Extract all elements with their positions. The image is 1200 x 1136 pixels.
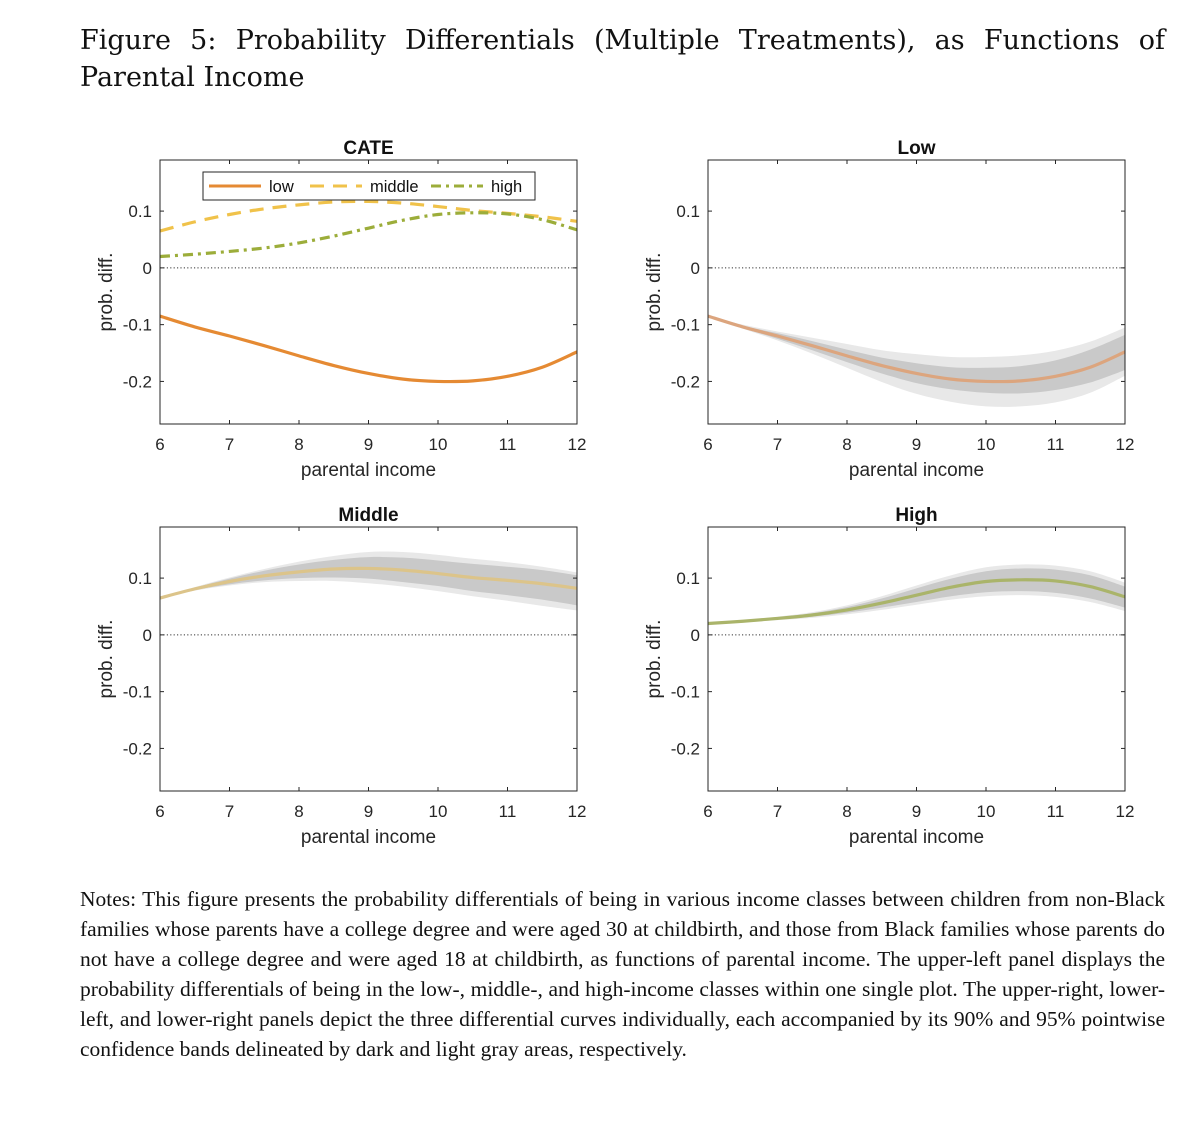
y-tick-label: -0.2 <box>123 739 152 758</box>
x-axis-label: parental income <box>849 460 984 481</box>
y-tick-label: 0.1 <box>128 202 152 221</box>
panel-low: 6 7 8 9 10 11 12 -0.2 -0.1 0 0.1 Low parental income… <box>644 138 1134 481</box>
x-tick-label: 6 <box>155 435 164 454</box>
x-tick-label: 11 <box>499 802 517 821</box>
plot-area <box>160 551 577 636</box>
y-axis-label: prob. diff. <box>96 253 117 332</box>
x-axis-label: parental income <box>849 827 984 848</box>
series-line-middle <box>160 566 577 600</box>
x-tick-label: 9 <box>912 802 921 821</box>
x-tick-label: 11 <box>499 435 517 454</box>
x-tick-label: 11 <box>1047 435 1065 454</box>
y-tick-label: 0 <box>691 259 700 278</box>
legend-label-middle: middle <box>370 178 419 196</box>
x-tick-label: 6 <box>703 435 712 454</box>
legend-label-low: low <box>269 178 294 196</box>
x-tick-label: 10 <box>977 435 996 454</box>
x-tick-label: 7 <box>225 435 234 454</box>
x-tick-label: 8 <box>294 435 303 454</box>
x-tick-label: 8 <box>294 802 303 821</box>
band-90 <box>160 556 577 606</box>
x-tick-label: 7 <box>773 802 782 821</box>
legend: low middle high <box>202 171 536 201</box>
panel-title: High <box>895 505 937 526</box>
y-tick-label: -0.2 <box>671 372 700 391</box>
band-90 <box>708 316 1125 394</box>
x-tick-label: 9 <box>912 435 921 454</box>
y-tick-label: -0.1 <box>123 316 152 335</box>
legend-label-high: high <box>491 178 522 196</box>
plot-area <box>708 564 1125 636</box>
plot-area <box>160 199 577 384</box>
panel-cate: 6 7 8 9 10 11 12 -0.2 -0.1 0 0.1 CATE parental incom… <box>96 138 586 481</box>
series-line-low <box>160 314 577 384</box>
y-tick-label: -0.1 <box>671 316 700 335</box>
panel-high: 6 7 8 9 10 11 12 -0.2 -0.1 0 0.1 High parental incom… <box>644 505 1134 848</box>
x-axis-label: parental income <box>301 827 436 848</box>
panel-middle: 6 7 8 9 10 11 12 -0.2 -0.1 0 0.1 Middle parental inc… <box>96 505 586 848</box>
y-tick-label: 0.1 <box>676 202 700 221</box>
x-tick-label: 8 <box>842 802 851 821</box>
panel-title: Low <box>898 138 936 159</box>
x-tick-label: 12 <box>1116 435 1135 454</box>
y-tick-label: 0 <box>691 626 700 645</box>
y-tick-label: -0.1 <box>123 683 152 702</box>
x-tick-label: 12 <box>568 802 587 821</box>
x-tick-label: 6 <box>155 802 164 821</box>
x-tick-label: 12 <box>1116 802 1135 821</box>
figure-notes: Notes: This figure presents the probabil… <box>80 887 1165 1061</box>
x-tick-label: 7 <box>225 802 234 821</box>
y-tick-label: -0.1 <box>671 683 700 702</box>
y-tick-label: 0.1 <box>676 569 700 588</box>
y-axis-label: prob. diff. <box>96 620 117 699</box>
x-tick-label: 8 <box>842 435 851 454</box>
y-tick-label: 0 <box>143 626 152 645</box>
x-tick-label: 10 <box>429 802 448 821</box>
y-tick-label: 0 <box>143 259 152 278</box>
y-axis-label: prob. diff. <box>644 620 665 699</box>
y-tick-label: -0.2 <box>123 372 152 391</box>
panel-title: Middle <box>338 505 398 526</box>
x-axis-label: parental income <box>301 460 436 481</box>
x-tick-label: 11 <box>1047 802 1065 821</box>
y-tick-label: -0.2 <box>671 739 700 758</box>
series-line-low <box>708 314 1125 384</box>
y-axis-label: prob. diff. <box>644 253 665 332</box>
series-line-high <box>708 578 1125 626</box>
x-tick-label: 10 <box>429 435 448 454</box>
x-tick-label: 9 <box>364 802 373 821</box>
x-tick-label: 12 <box>568 435 587 454</box>
figure-caption: Figure 5: Probability Differentials (Mul… <box>80 25 1165 93</box>
plot-area <box>708 267 1125 407</box>
x-tick-label: 10 <box>977 802 996 821</box>
y-tick-label: 0.1 <box>128 569 152 588</box>
x-tick-label: 6 <box>703 802 712 821</box>
figure: 6 7 8 9 10 11 12 -0.2 -0.1 0 0.1 CATE parental incom… <box>96 138 1134 848</box>
panel-title: CATE <box>343 138 393 159</box>
x-tick-label: 9 <box>364 435 373 454</box>
x-tick-label: 7 <box>773 435 782 454</box>
series-line-high <box>160 211 577 259</box>
